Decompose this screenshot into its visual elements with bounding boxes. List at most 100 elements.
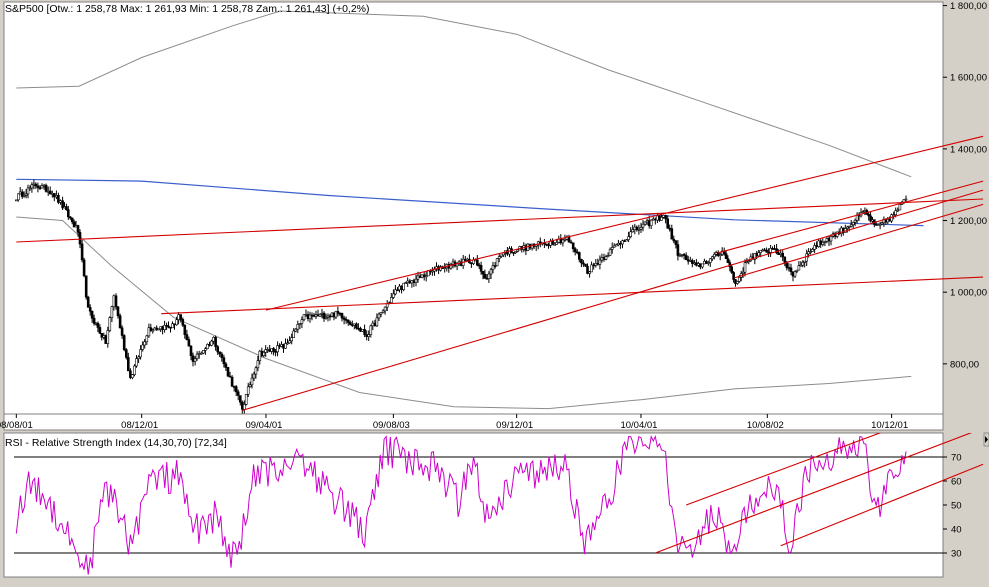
price-candle (322, 312, 326, 319)
price-candle (896, 209, 900, 212)
price-candle (682, 254, 686, 256)
price-candle (125, 349, 128, 358)
trendline[interactable] (734, 203, 984, 279)
price-tick-label: 1 800,00 (950, 1, 987, 12)
price-candle (244, 393, 248, 405)
rsi-trendline[interactable] (655, 428, 983, 554)
price-candle (318, 313, 322, 317)
price-candle (248, 384, 252, 387)
price-candle (745, 261, 749, 264)
price-candle (414, 278, 418, 283)
date-tick-label: 08/12/01 (121, 420, 158, 431)
price-candle (767, 252, 770, 254)
price-candle (40, 185, 44, 189)
rsi-line (15, 434, 907, 575)
price-candle (69, 216, 72, 219)
price-candle (389, 297, 393, 303)
price-candle (149, 327, 153, 331)
price-candle (547, 244, 550, 247)
rsi-trendlines (655, 395, 984, 554)
price-candle (588, 271, 591, 274)
price-candle (175, 319, 178, 326)
trendline[interactable] (717, 180, 984, 254)
price-candle (181, 319, 185, 326)
price-candle (361, 329, 364, 332)
price-candle (292, 330, 296, 339)
price-candle (258, 350, 262, 362)
price-candle (179, 314, 182, 320)
price-candle (286, 342, 289, 345)
price-candle (241, 401, 244, 410)
price-candle (567, 236, 571, 243)
rsi-trendline[interactable] (780, 463, 984, 547)
trendline[interactable] (161, 276, 984, 315)
price-candle (239, 395, 242, 403)
date-tick-label: 08/08/01 (0, 420, 33, 431)
price-candle (197, 353, 201, 355)
rsi-tick-label: 50 (951, 501, 962, 512)
price-candle (65, 206, 68, 211)
price-candle (797, 265, 801, 271)
rsi-tick-label: 30 (951, 549, 962, 560)
price-candle (367, 334, 371, 337)
price-candle (298, 323, 302, 325)
price-candle (288, 340, 291, 344)
scroll-arrow-icon[interactable] (983, 432, 989, 447)
trendline[interactable] (16, 198, 984, 243)
price-candle (497, 256, 501, 259)
price-candle (847, 225, 851, 228)
price-candle (118, 315, 122, 329)
price-candle (470, 262, 473, 265)
price-candle (220, 353, 224, 359)
price-candle (479, 265, 483, 272)
price-candle (730, 266, 734, 273)
rsi-panel[interactable] (3, 395, 984, 578)
moving-average-line (16, 178, 924, 227)
price-candle (487, 273, 491, 279)
price-candle (104, 335, 107, 344)
price-candle (243, 404, 246, 410)
price-candle (92, 317, 96, 324)
price-candle (701, 263, 704, 268)
price-candle (70, 217, 74, 223)
price-candle (135, 358, 138, 367)
price-candle (177, 314, 180, 321)
trendline[interactable] (265, 135, 984, 311)
price-candle (443, 267, 447, 270)
price-candle (631, 229, 635, 233)
price-candle (224, 363, 228, 368)
price-tick-label: 1 600,00 (950, 73, 987, 84)
trendline[interactable] (242, 189, 984, 411)
price-panel[interactable] (3, 1, 984, 415)
price-candle (200, 352, 203, 355)
price-candle (783, 256, 787, 263)
date-axis-band (3, 413, 944, 431)
price-candle (262, 351, 266, 356)
date-tick-label: 09/12/01 (496, 420, 533, 431)
price-candle (402, 282, 405, 290)
rsi-trendline[interactable] (686, 395, 983, 506)
price-candle (553, 244, 557, 246)
price-candle (324, 317, 328, 319)
price-candle (712, 254, 716, 258)
price-candle (264, 349, 268, 353)
price-candle (88, 307, 92, 312)
price-candle (216, 346, 219, 353)
price-candle (785, 262, 789, 268)
price-candle (747, 260, 751, 262)
price-candle (586, 265, 589, 274)
price-candle (732, 272, 735, 280)
price-candle (371, 322, 375, 327)
price-candle (853, 220, 857, 223)
price-candle (133, 365, 136, 375)
price-candle (878, 223, 882, 226)
price-candle (74, 225, 78, 228)
price-tick-label: 1 400,00 (950, 144, 987, 155)
price-candle (869, 215, 872, 222)
price-candle (84, 275, 88, 298)
price-candle (406, 280, 410, 283)
price-candle (861, 211, 865, 213)
price-candle (799, 264, 803, 267)
price-candle (206, 343, 209, 349)
rsi-plot-area (3, 432, 944, 578)
